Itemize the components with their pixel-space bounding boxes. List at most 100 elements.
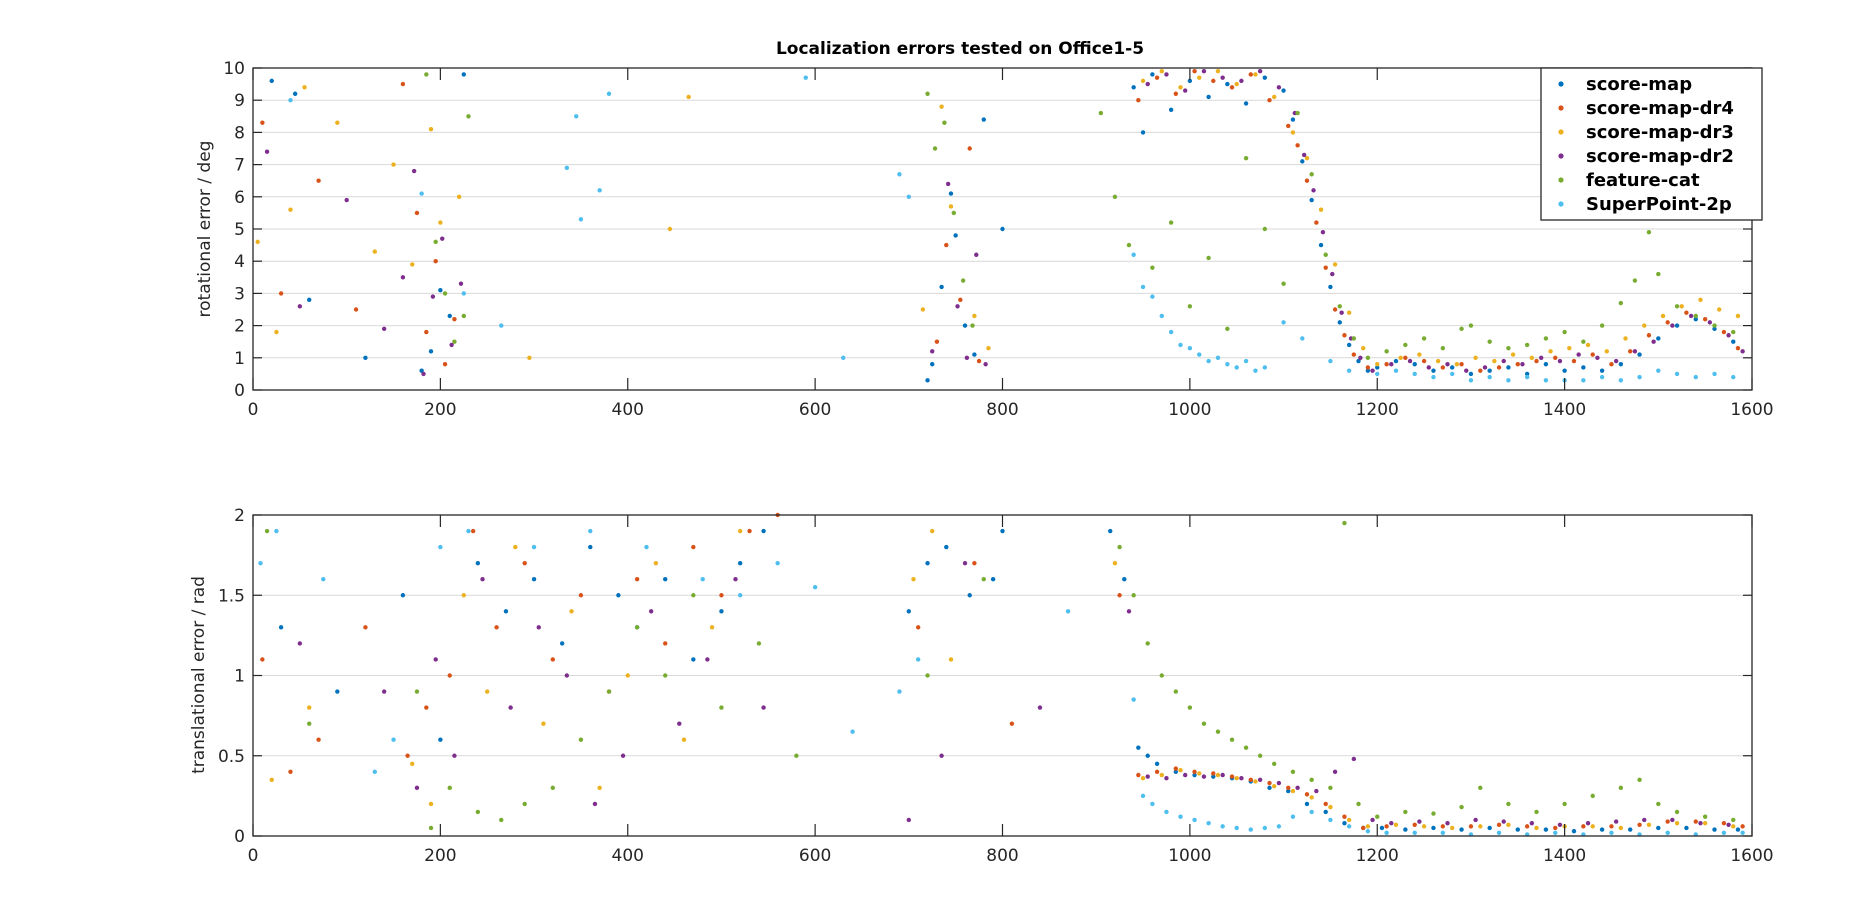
data-point	[564, 673, 570, 678]
data-point	[1323, 252, 1328, 257]
data-point	[1290, 130, 1296, 135]
x-tick-label: 600	[799, 400, 831, 420]
data-point	[1000, 226, 1005, 232]
data-point	[461, 72, 466, 77]
data-point	[1431, 825, 1436, 831]
data-point	[302, 85, 307, 90]
data-point	[292, 91, 298, 96]
data-point	[1379, 825, 1385, 831]
data-point	[1182, 772, 1188, 778]
data-point	[531, 577, 537, 582]
data-point	[1253, 72, 1258, 77]
data-point	[527, 355, 532, 360]
data-point	[1173, 91, 1179, 96]
data-point	[1698, 820, 1703, 826]
data-point	[1206, 94, 1211, 100]
data-point	[1389, 362, 1394, 367]
legend-marker	[1558, 105, 1564, 111]
data-point	[447, 313, 452, 319]
data-point	[1712, 323, 1717, 328]
data-point	[264, 528, 270, 534]
data-point	[1243, 358, 1249, 364]
data-point	[480, 577, 485, 582]
series-feature-cat	[424, 72, 1736, 360]
data-point	[1267, 98, 1272, 103]
data-point	[452, 339, 457, 344]
data-point	[1529, 355, 1535, 360]
series-score-map	[278, 528, 1741, 834]
data-point	[1656, 336, 1661, 341]
data-point	[1604, 349, 1609, 354]
data-point	[1131, 85, 1136, 90]
data-point	[550, 785, 555, 791]
data-point	[1656, 271, 1661, 277]
data-point	[433, 657, 438, 662]
data-point	[1524, 824, 1530, 829]
y-tick-label: 0	[234, 827, 245, 847]
data-point	[574, 114, 579, 119]
data-point	[691, 657, 696, 662]
data-point	[1365, 365, 1371, 370]
data-point	[1206, 358, 1211, 364]
data-point	[1164, 72, 1169, 77]
data-point	[1229, 85, 1235, 90]
data-point	[264, 149, 270, 154]
data-point	[410, 262, 415, 267]
data-point	[588, 544, 593, 550]
data-point	[1548, 349, 1553, 354]
data-point	[1735, 827, 1741, 832]
data-point	[1201, 774, 1207, 779]
data-point	[709, 625, 715, 630]
data-point	[1192, 769, 1197, 774]
data-point	[1225, 81, 1230, 87]
data-point	[569, 609, 574, 614]
series-SuperPoint-2p	[258, 528, 1745, 837]
data-point	[1506, 345, 1511, 351]
data-point	[391, 737, 396, 742]
data-point	[719, 593, 724, 598]
x-tick-label: 1600	[1730, 846, 1773, 866]
data-point	[1557, 822, 1563, 827]
data-point	[321, 577, 326, 582]
data-point	[1599, 368, 1605, 373]
data-point	[691, 544, 696, 550]
data-point	[1346, 342, 1352, 348]
data-point	[1613, 358, 1619, 364]
legend: score-map score-map-dr4 score-map-dr3 score…	[1540, 67, 1763, 221]
data-point	[1358, 355, 1363, 360]
data-point	[494, 625, 499, 630]
data-point	[1637, 374, 1642, 380]
data-point	[981, 577, 986, 582]
data-point	[438, 287, 443, 293]
data-point	[452, 753, 457, 758]
legend-marker	[1558, 177, 1564, 183]
series-score-map-dr4	[260, 512, 1745, 831]
data-point	[1501, 819, 1506, 824]
data-point	[1290, 117, 1296, 122]
data-point	[1562, 329, 1567, 335]
data-point	[461, 291, 466, 296]
data-point	[1543, 827, 1549, 832]
data-point	[1187, 705, 1193, 710]
data-point	[1740, 349, 1745, 354]
data-point	[1150, 265, 1155, 270]
data-point	[1534, 825, 1539, 831]
data-point	[970, 323, 975, 328]
data-point	[1693, 313, 1698, 319]
x-tick-label: 200	[424, 400, 456, 420]
data-point	[1585, 342, 1591, 348]
data-point	[1702, 814, 1708, 819]
data-point	[1468, 371, 1474, 377]
data-point	[1492, 358, 1497, 364]
data-point	[1150, 72, 1155, 77]
data-point	[1178, 814, 1183, 819]
data-point	[1637, 822, 1642, 827]
data-point	[1234, 825, 1239, 831]
data-point	[414, 210, 420, 216]
data-point	[1290, 814, 1296, 819]
data-point	[1599, 374, 1605, 380]
data-point	[1693, 374, 1698, 380]
data-point	[1154, 769, 1160, 774]
data-point	[1290, 769, 1296, 774]
data-point	[1421, 358, 1427, 364]
